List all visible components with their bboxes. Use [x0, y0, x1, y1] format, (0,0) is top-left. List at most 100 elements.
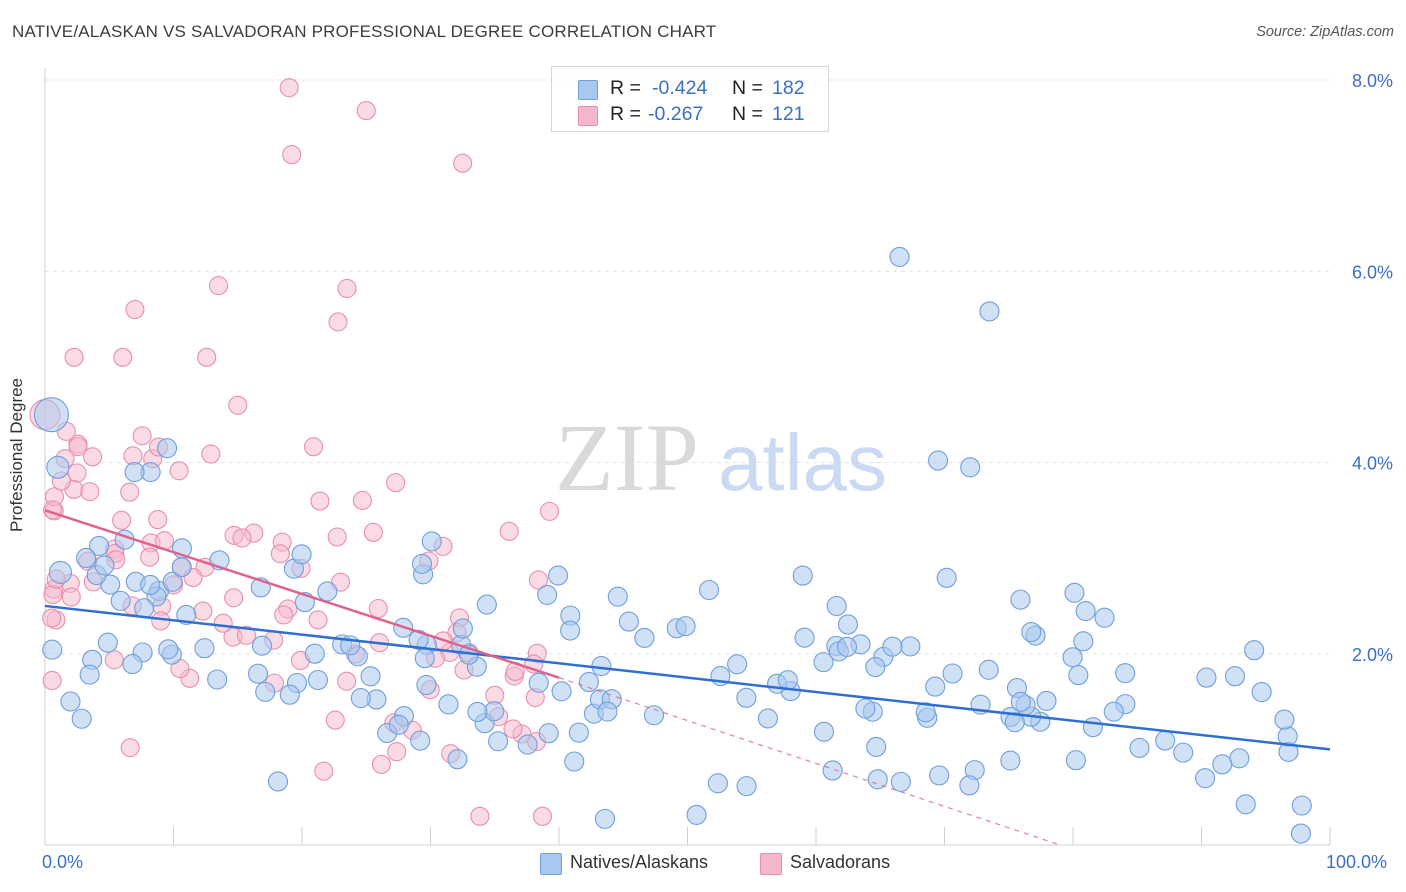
natives-point	[94, 555, 115, 576]
natives-point	[597, 701, 618, 722]
natives-point	[928, 450, 949, 471]
natives-point	[252, 635, 273, 656]
salvadorans-point	[327, 527, 347, 547]
salvadorans-point	[328, 312, 348, 332]
natives-point	[517, 734, 538, 755]
natives-point	[866, 736, 887, 758]
natives-point	[959, 775, 980, 796]
natives-point	[777, 670, 798, 691]
natives-point	[1229, 748, 1250, 769]
natives-point	[421, 531, 442, 552]
n-value: 121	[772, 103, 805, 125]
n-label: N =	[732, 103, 763, 125]
r-value: -0.267	[648, 103, 704, 125]
natives-point	[578, 671, 599, 693]
natives-point	[707, 773, 728, 794]
chart-title: NATIVE/ALASKAN VS SALVADORAN PROFESSIONA…	[12, 22, 717, 41]
natives-point	[813, 652, 834, 673]
natives-point	[1010, 589, 1031, 610]
salvadorans-point	[503, 719, 523, 739]
natives-point	[979, 301, 1000, 322]
salvadorans-point	[42, 608, 62, 628]
natives-point	[867, 769, 888, 790]
salvadorans-point	[151, 611, 171, 631]
natives-point	[568, 722, 589, 743]
legend-label-natives: Natives/Alaskans	[570, 852, 709, 872]
salvadorans-point	[282, 145, 302, 165]
salvadorans-point	[499, 521, 519, 541]
salvadorans-point	[67, 463, 87, 483]
salvadorans-point	[148, 510, 168, 530]
trend-lines	[44, 509, 1331, 846]
watermark-zip: ZIP	[555, 404, 699, 511]
salvadorans-point	[387, 742, 407, 762]
natives-point	[97, 632, 118, 653]
natives-point	[71, 708, 92, 729]
salvadorans-point	[208, 276, 229, 296]
natives-point	[564, 751, 585, 772]
legend-item-natives[interactable]: Natives/Alaskans	[540, 851, 740, 877]
natives-point	[1075, 601, 1096, 622]
salvadorans-point	[325, 710, 345, 730]
salvadorans-point	[386, 473, 406, 493]
natives-point	[1082, 717, 1103, 738]
salvadorans-point	[83, 447, 103, 467]
salvadorans-point	[113, 347, 133, 367]
natives-point	[46, 455, 70, 479]
salvadorans-point	[470, 806, 490, 826]
natives-point	[291, 544, 312, 565]
natives-point	[48, 560, 72, 585]
natives-point	[255, 681, 276, 702]
natives-point	[307, 669, 329, 691]
natives-point	[836, 636, 858, 657]
natives-point	[110, 590, 131, 611]
natives-point	[792, 565, 813, 586]
natives-swatch	[578, 80, 598, 100]
salvadorans-point	[169, 461, 189, 481]
natives-point	[757, 708, 778, 729]
natives-point	[76, 547, 97, 569]
natives-point	[484, 701, 505, 722]
natives-point	[1115, 663, 1136, 684]
stats-row-natives: R = -0.424 N = 182	[552, 75, 828, 103]
natives-point	[736, 776, 757, 797]
natives-point	[194, 638, 215, 659]
legend-label-salvadorans: Salvadorans	[790, 852, 891, 872]
natives-point	[1103, 701, 1124, 722]
salvadorans-point	[236, 625, 256, 645]
natives-point	[675, 616, 696, 637]
salvadorans-point	[270, 544, 290, 564]
y-axis-label: Professional Degree	[7, 377, 26, 533]
natives-point	[634, 627, 655, 648]
salvadorans-point	[303, 437, 324, 457]
natives-point	[837, 614, 859, 635]
salvadorans-point	[42, 670, 62, 691]
natives-point	[1036, 690, 1057, 711]
natives-point	[158, 639, 179, 660]
natives-point	[1064, 582, 1085, 603]
salvadorans-point	[68, 437, 88, 457]
salvadorans-point	[120, 738, 140, 758]
r-label: R =	[610, 77, 641, 99]
natives-point	[1010, 691, 1031, 712]
natives-point	[134, 598, 155, 619]
natives-point	[304, 643, 325, 664]
natives-point	[978, 659, 999, 680]
salvadorans-point	[368, 598, 388, 619]
n-value: 182	[772, 77, 805, 99]
salvadorans-point	[352, 490, 372, 510]
salvadorans-point	[104, 650, 124, 670]
natives-point	[1021, 621, 1042, 643]
natives-point	[60, 691, 81, 712]
watermark: ZIP atlas	[555, 404, 887, 511]
legend-item-salvadorans[interactable]: Salvadorans	[760, 851, 920, 877]
salvadorans-point	[337, 278, 357, 299]
salvadorans-point	[43, 584, 63, 605]
salvadorans-point	[112, 510, 132, 530]
natives-point	[560, 620, 581, 641]
salvadorans-point	[132, 426, 152, 446]
grid-lines	[45, 79, 1330, 655]
natives-point	[643, 705, 665, 726]
natives-point	[1068, 665, 1089, 686]
y-tick-label: 6.0%	[1352, 262, 1393, 282]
